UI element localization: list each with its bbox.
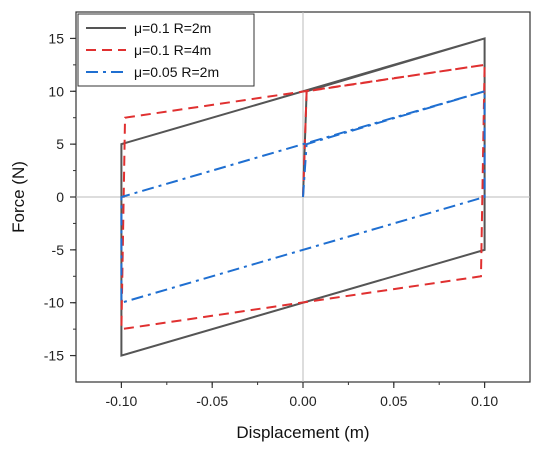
x-tick-label: -0.10 <box>105 393 137 409</box>
y-tick-label: 15 <box>48 30 64 46</box>
y-tick-label: 10 <box>48 83 64 99</box>
x-axis-title: Displacement (m) <box>236 423 369 442</box>
x-tick-label: -0.05 <box>196 393 228 409</box>
y-tick-label: -5 <box>52 242 65 258</box>
x-tick-label: 0.05 <box>380 393 407 409</box>
y-tick-label: 0 <box>56 189 64 205</box>
x-tick-label: 0.00 <box>289 393 316 409</box>
y-tick-label: -15 <box>44 348 64 364</box>
legend: μ=0.1 R=2m μ=0.1 R=4m μ=0.05 R=2m <box>77 13 255 87</box>
series-line-3 <box>120 89 486 305</box>
legend-label-1: μ=0.1 R=2m <box>134 20 211 36</box>
legend-label-2: μ=0.1 R=4m <box>134 42 211 58</box>
y-axis-title: Force (N) <box>9 161 28 233</box>
legend-label-3: μ=0.05 R=2m <box>134 64 219 80</box>
x-tick-label: 0.10 <box>471 393 498 409</box>
series-line-2 <box>120 63 486 331</box>
plot-area: -0.10 -0.05 0.00 0.05 0.10 -15 -10 -5 0 5 10 15 <box>44 11 531 409</box>
y-tick-label: -10 <box>44 295 64 311</box>
y-tick-label: 5 <box>56 136 64 152</box>
